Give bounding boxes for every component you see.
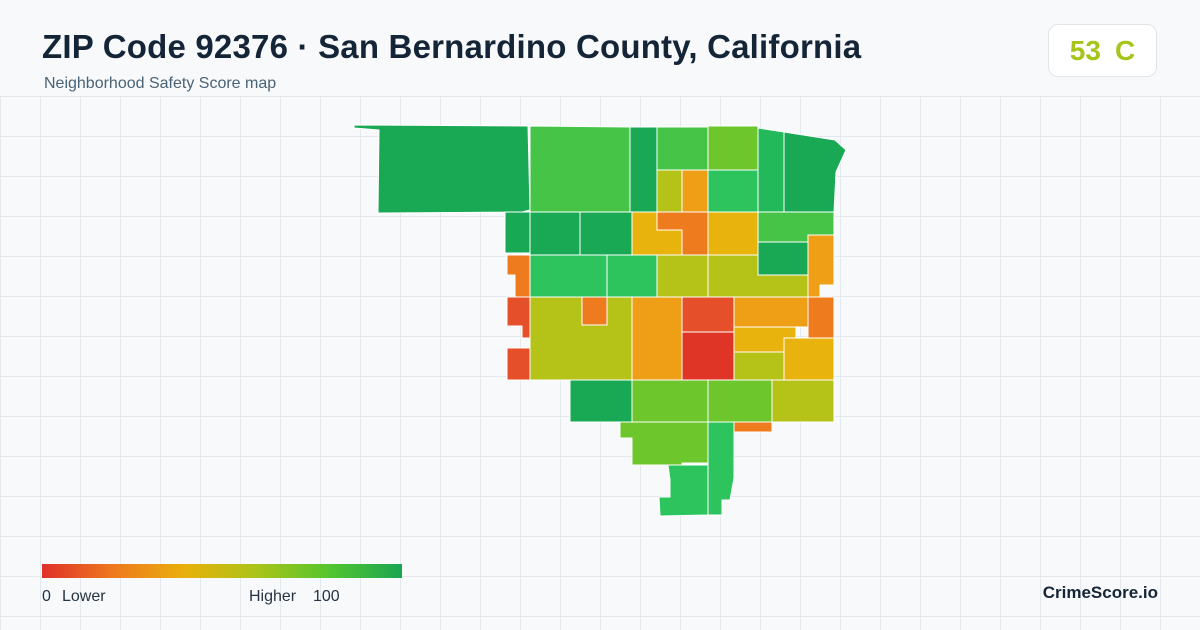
safety-score-badge: 53 C: [1048, 24, 1157, 77]
map-region-northeast-strip[interactable]: [757, 127, 785, 213]
map-region-r4-b[interactable]: [631, 296, 683, 381]
map-region-r4-c[interactable]: [733, 296, 809, 328]
map-region-n-green[interactable]: [707, 169, 759, 213]
page-subtitle: Neighborhood Safety Score map: [44, 75, 277, 92]
map-region-r3-a[interactable]: [529, 254, 608, 298]
map-region-r4-g[interactable]: [733, 351, 785, 381]
map-region-r5-d[interactable]: [771, 379, 835, 423]
map-region-n-orange[interactable]: [681, 169, 709, 213]
map-region-r4-orange[interactable]: [581, 296, 608, 326]
map-region-r4-d[interactable]: [807, 296, 835, 339]
map-region-r2-e[interactable]: [707, 211, 759, 256]
map-region-r2-b[interactable]: [579, 211, 633, 256]
map-region-r3-b[interactable]: [606, 254, 658, 298]
score-value: 53: [1069, 34, 1101, 66]
brand-logo[interactable]: CrimeScore.io: [1042, 583, 1158, 602]
legend-max-value: 100: [313, 588, 340, 605]
map-region-r5-c[interactable]: [707, 379, 773, 423]
map-region-north-c1[interactable]: [656, 126, 709, 171]
map-region-r5-b[interactable]: [631, 379, 709, 423]
map-region-s-a[interactable]: [619, 421, 709, 466]
map-region-n-olive[interactable]: [656, 169, 683, 213]
map-region-r5-a[interactable]: [569, 379, 633, 423]
legend-gradient-bar: [42, 564, 402, 578]
legend-min-value: 0: [42, 588, 51, 605]
map-region-r4-a[interactable]: [529, 296, 633, 381]
map-region-northwest[interactable]: [353, 124, 531, 214]
map-region-north-c2[interactable]: [707, 125, 759, 171]
legend-max-label: Higher: [249, 588, 297, 605]
map-region-s-c[interactable]: [658, 464, 709, 517]
map-region-r4-red[interactable]: [681, 331, 735, 381]
map-region-r3-c[interactable]: [656, 254, 709, 298]
map-region-northeast[interactable]: [783, 131, 847, 213]
map-region-r2-h[interactable]: [807, 234, 835, 298]
legend-min-label: Lower: [62, 588, 106, 605]
map-region-west-orange[interactable]: [506, 254, 531, 298]
map-region-west-red-lower[interactable]: [506, 347, 531, 381]
score-grade: C: [1114, 34, 1136, 66]
map-region-r4-f[interactable]: [783, 337, 835, 381]
map-region-north-central[interactable]: [529, 125, 631, 213]
map-region-r5-orange[interactable]: [733, 421, 773, 433]
map-region-west-red[interactable]: [506, 296, 531, 339]
map-region-r4-red-top[interactable]: [681, 296, 735, 333]
map-region-north-strip[interactable]: [629, 126, 658, 213]
page-title: ZIP Code 92376 · San Bernardino County, …: [42, 28, 862, 65]
map-region-west-strip[interactable]: [504, 211, 531, 254]
map-region-s-b[interactable]: [707, 421, 735, 516]
map-region-r2-g[interactable]: [757, 241, 809, 276]
map-region-r2-a[interactable]: [529, 211, 581, 256]
